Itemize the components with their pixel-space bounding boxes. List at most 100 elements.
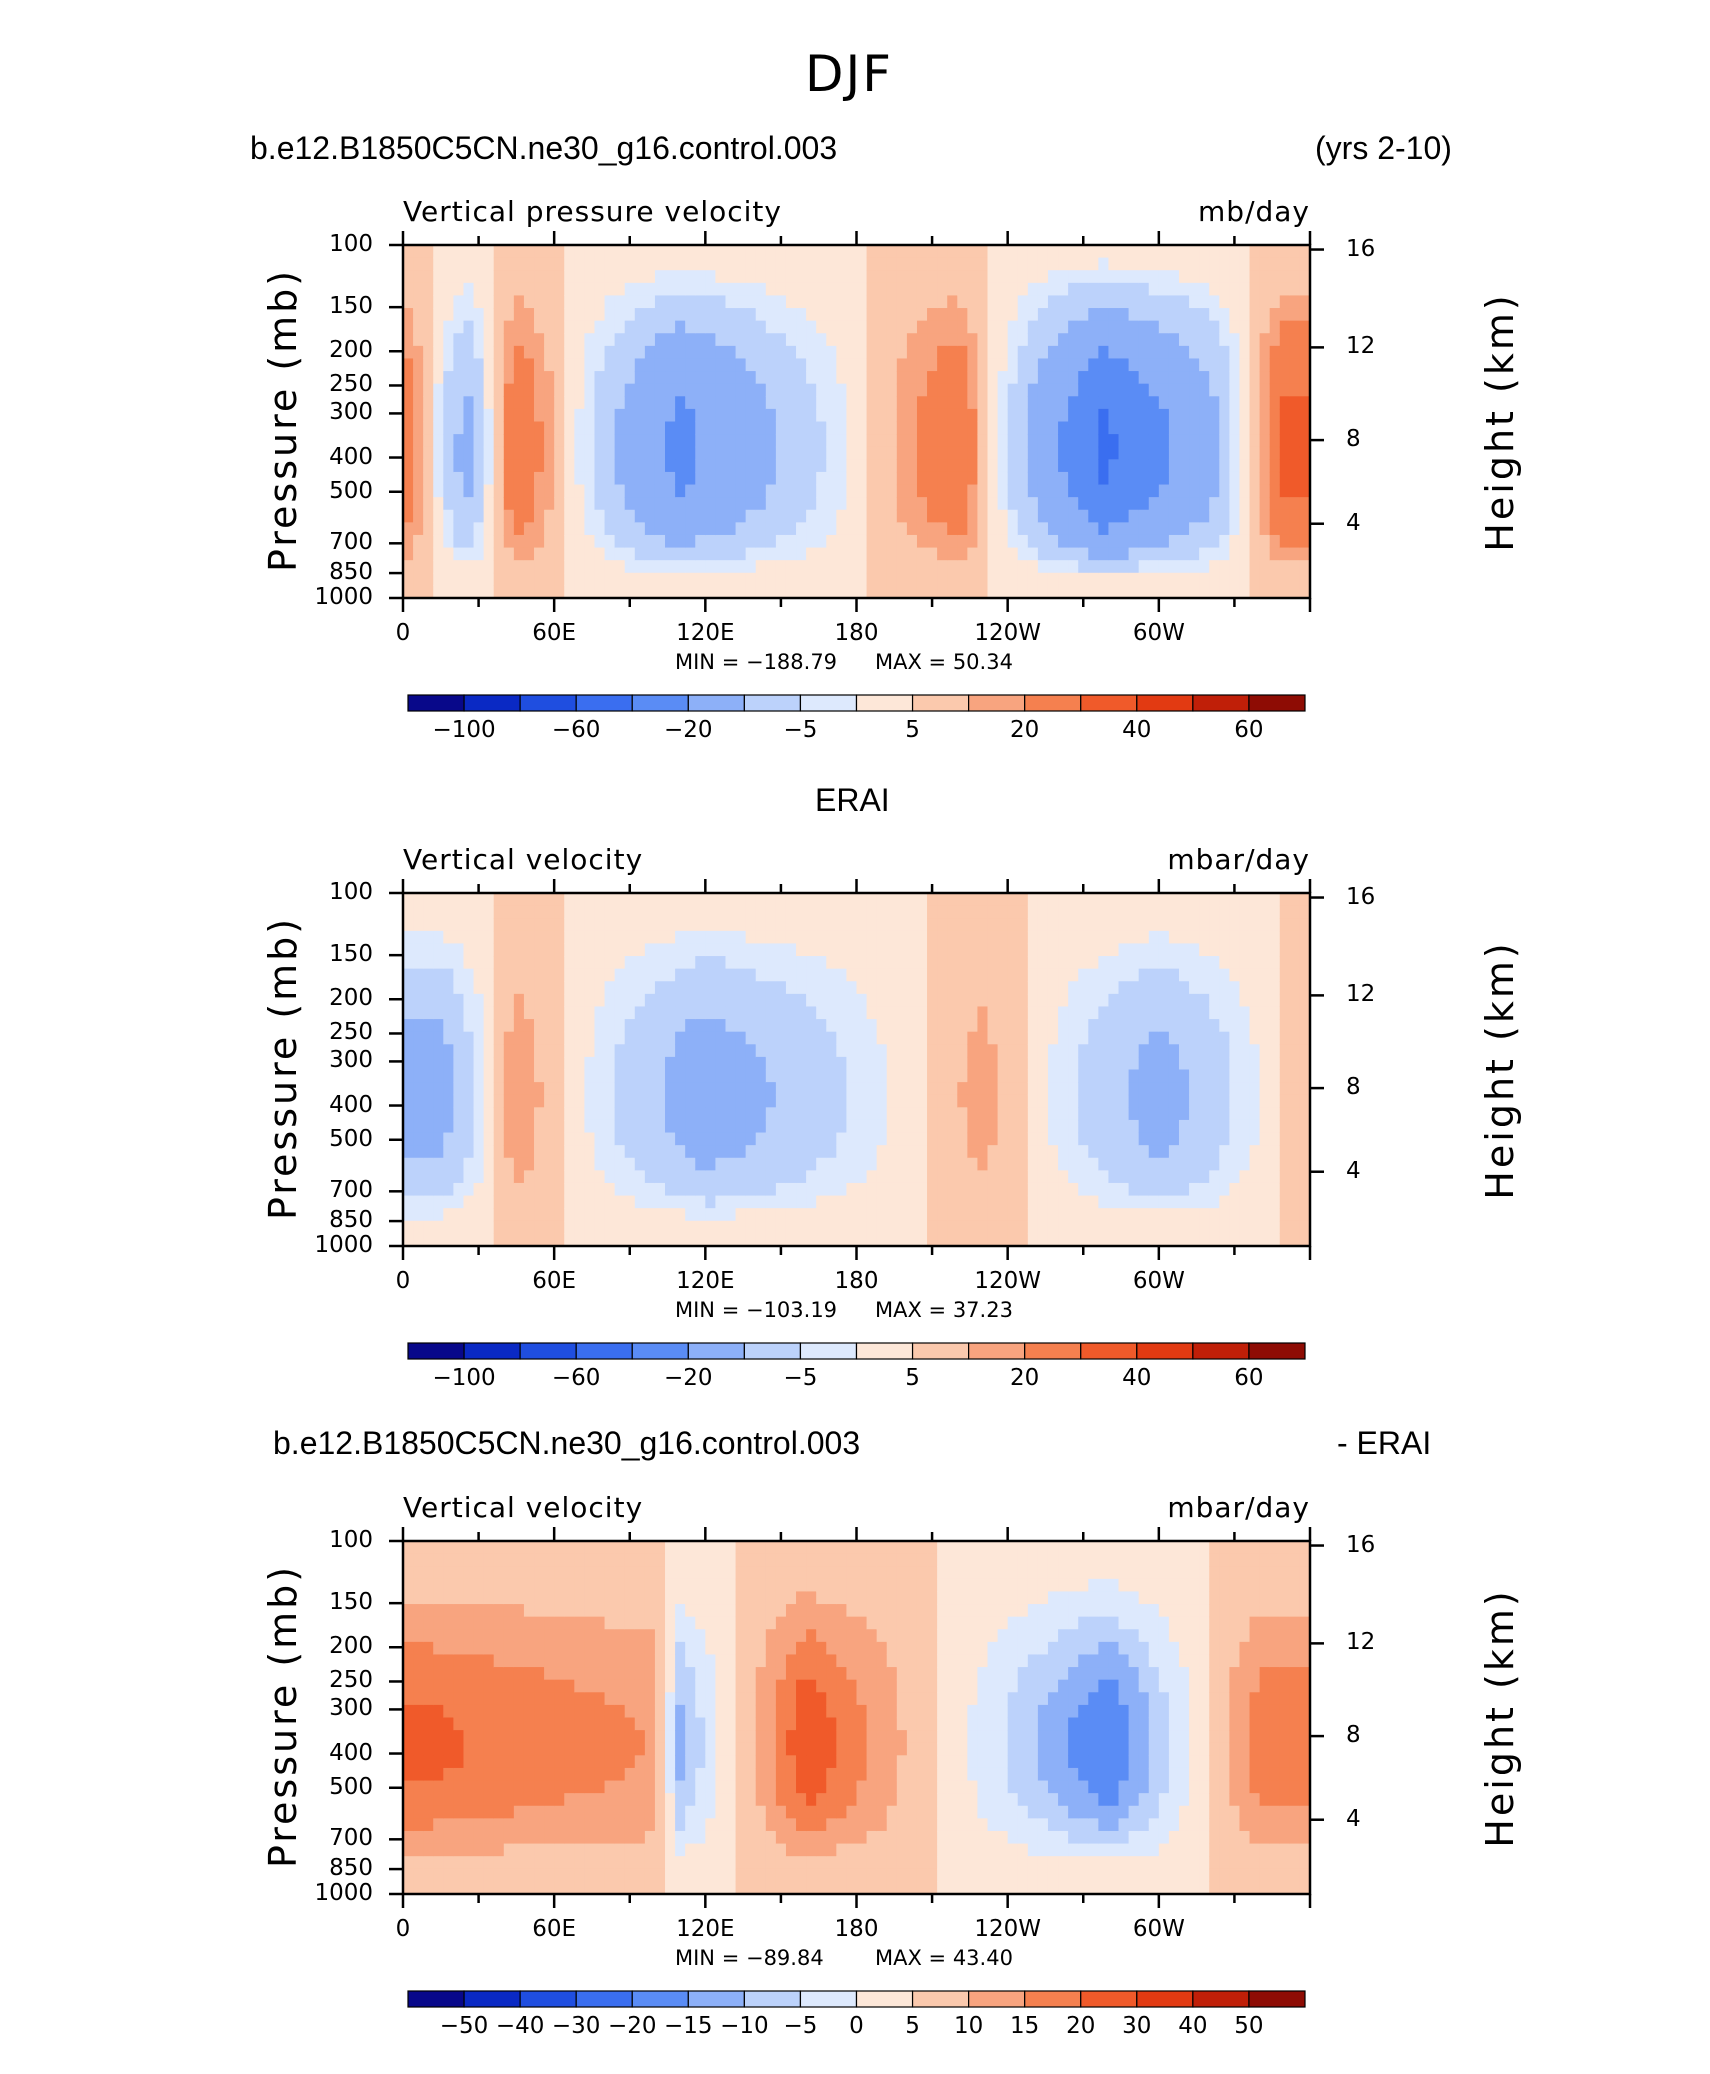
- obs-cell: [1138, 1082, 1150, 1096]
- model-cell: [1128, 295, 1140, 309]
- obs-cell: [755, 1107, 767, 1121]
- model-cell: [1148, 585, 1160, 599]
- model-cell: [614, 308, 626, 322]
- obs-cell: [1108, 1170, 1120, 1184]
- model-cell: [614, 509, 626, 523]
- obs-cell: [433, 1006, 444, 1020]
- obs-cell: [493, 918, 505, 932]
- model-cell: [806, 371, 817, 385]
- obs-cell: [856, 1056, 868, 1071]
- model-cell: [1118, 497, 1130, 511]
- model-cell: [725, 396, 737, 410]
- model-cell: [1138, 585, 1150, 599]
- model-cell: [1279, 522, 1291, 536]
- model-cell: [765, 270, 777, 284]
- obs-cell: [1108, 1019, 1120, 1033]
- obs-cell: [675, 1208, 686, 1222]
- obs-cell: [785, 1220, 797, 1234]
- model-cell: [1279, 396, 1291, 410]
- obs-cell: [1138, 1006, 1150, 1020]
- model-cell: [1017, 484, 1029, 498]
- obs-cell: [675, 1119, 686, 1134]
- model-cell: [876, 270, 888, 284]
- obs-cell: [1209, 943, 1220, 957]
- obs-cell: [403, 1157, 414, 1171]
- obs-cell: [534, 1182, 545, 1197]
- obs-cell: [473, 1195, 485, 1209]
- obs-cell: [463, 930, 475, 945]
- obs-cell: [806, 1208, 817, 1222]
- obs-cell: [816, 1031, 827, 1045]
- model-cell: [554, 522, 565, 536]
- obs-cell: [463, 981, 475, 995]
- model-cell: [564, 295, 575, 309]
- model-cell: [1199, 320, 1210, 334]
- obs-cell: [665, 918, 676, 932]
- model-cell: [1138, 345, 1150, 360]
- model-cell: [463, 446, 475, 460]
- model-cell: [1078, 383, 1089, 397]
- obs-cell: [675, 1069, 686, 1083]
- obs-cell: [584, 1082, 596, 1096]
- obs-cell: [725, 943, 737, 957]
- obs-cell: [453, 1195, 465, 1209]
- model-cell: [997, 358, 1009, 372]
- obs-cell: [654, 1119, 666, 1134]
- model-cell: [1047, 257, 1059, 271]
- model-cell: [1007, 371, 1019, 385]
- obs-cell: [796, 968, 807, 982]
- model-cell: [816, 547, 827, 561]
- model-cell: [413, 245, 424, 259]
- model-cell: [443, 484, 454, 498]
- obs-cell: [1118, 1145, 1130, 1159]
- obs-cell: [866, 1145, 878, 1159]
- model-cell: [614, 421, 626, 435]
- obs-cell: [775, 1182, 787, 1197]
- obs-cell: [987, 1145, 999, 1159]
- model-cell: [1128, 270, 1140, 284]
- obs-cell: [1158, 1182, 1170, 1197]
- model-cell: [493, 282, 505, 297]
- model-cell: [624, 282, 636, 297]
- obs-cell: [745, 1157, 757, 1171]
- obs-cell: [594, 893, 606, 907]
- obs-cell: [866, 968, 878, 982]
- obs-cell: [544, 1145, 555, 1159]
- obs-cell: [1178, 1107, 1190, 1121]
- obs-cell: [967, 1145, 979, 1159]
- obs-cell: [937, 1182, 948, 1197]
- model-cell: [806, 471, 817, 486]
- model-cell: [1269, 245, 1281, 259]
- model-cell: [574, 282, 585, 297]
- obs-cell: [483, 1170, 495, 1184]
- model-cell: [534, 396, 545, 410]
- obs-cell: [493, 1044, 505, 1058]
- obs-cell: [906, 1031, 918, 1045]
- model-cell: [1219, 358, 1230, 372]
- obs-cell: [695, 905, 706, 919]
- model-cell: [725, 358, 737, 372]
- model-cell: [796, 396, 807, 410]
- model-cell: [534, 333, 545, 347]
- model-cell: [1017, 371, 1029, 385]
- model-cell: [947, 572, 958, 586]
- model-cell: [1259, 484, 1271, 498]
- obs-cell: [735, 1170, 747, 1184]
- model-cell: [1088, 408, 1099, 423]
- model-cell: [403, 308, 414, 322]
- model-cell: [1199, 295, 1210, 309]
- obs-cell: [483, 1019, 495, 1033]
- obs-cell: [665, 1157, 676, 1171]
- model-cell: [544, 484, 555, 498]
- diff-ytick-label: 100: [329, 1527, 373, 1553]
- model-cell: [987, 484, 999, 498]
- obs-cell: [796, 1182, 807, 1197]
- obs-cell: [675, 1006, 686, 1020]
- model-cell: [513, 383, 525, 397]
- model-ytick-label: 700: [329, 529, 373, 556]
- obs-cell: [796, 1082, 807, 1096]
- obs-cell: [947, 1082, 958, 1096]
- model-cell: [967, 245, 979, 259]
- obs-cell: [826, 1082, 837, 1096]
- model-cell: [1249, 534, 1261, 549]
